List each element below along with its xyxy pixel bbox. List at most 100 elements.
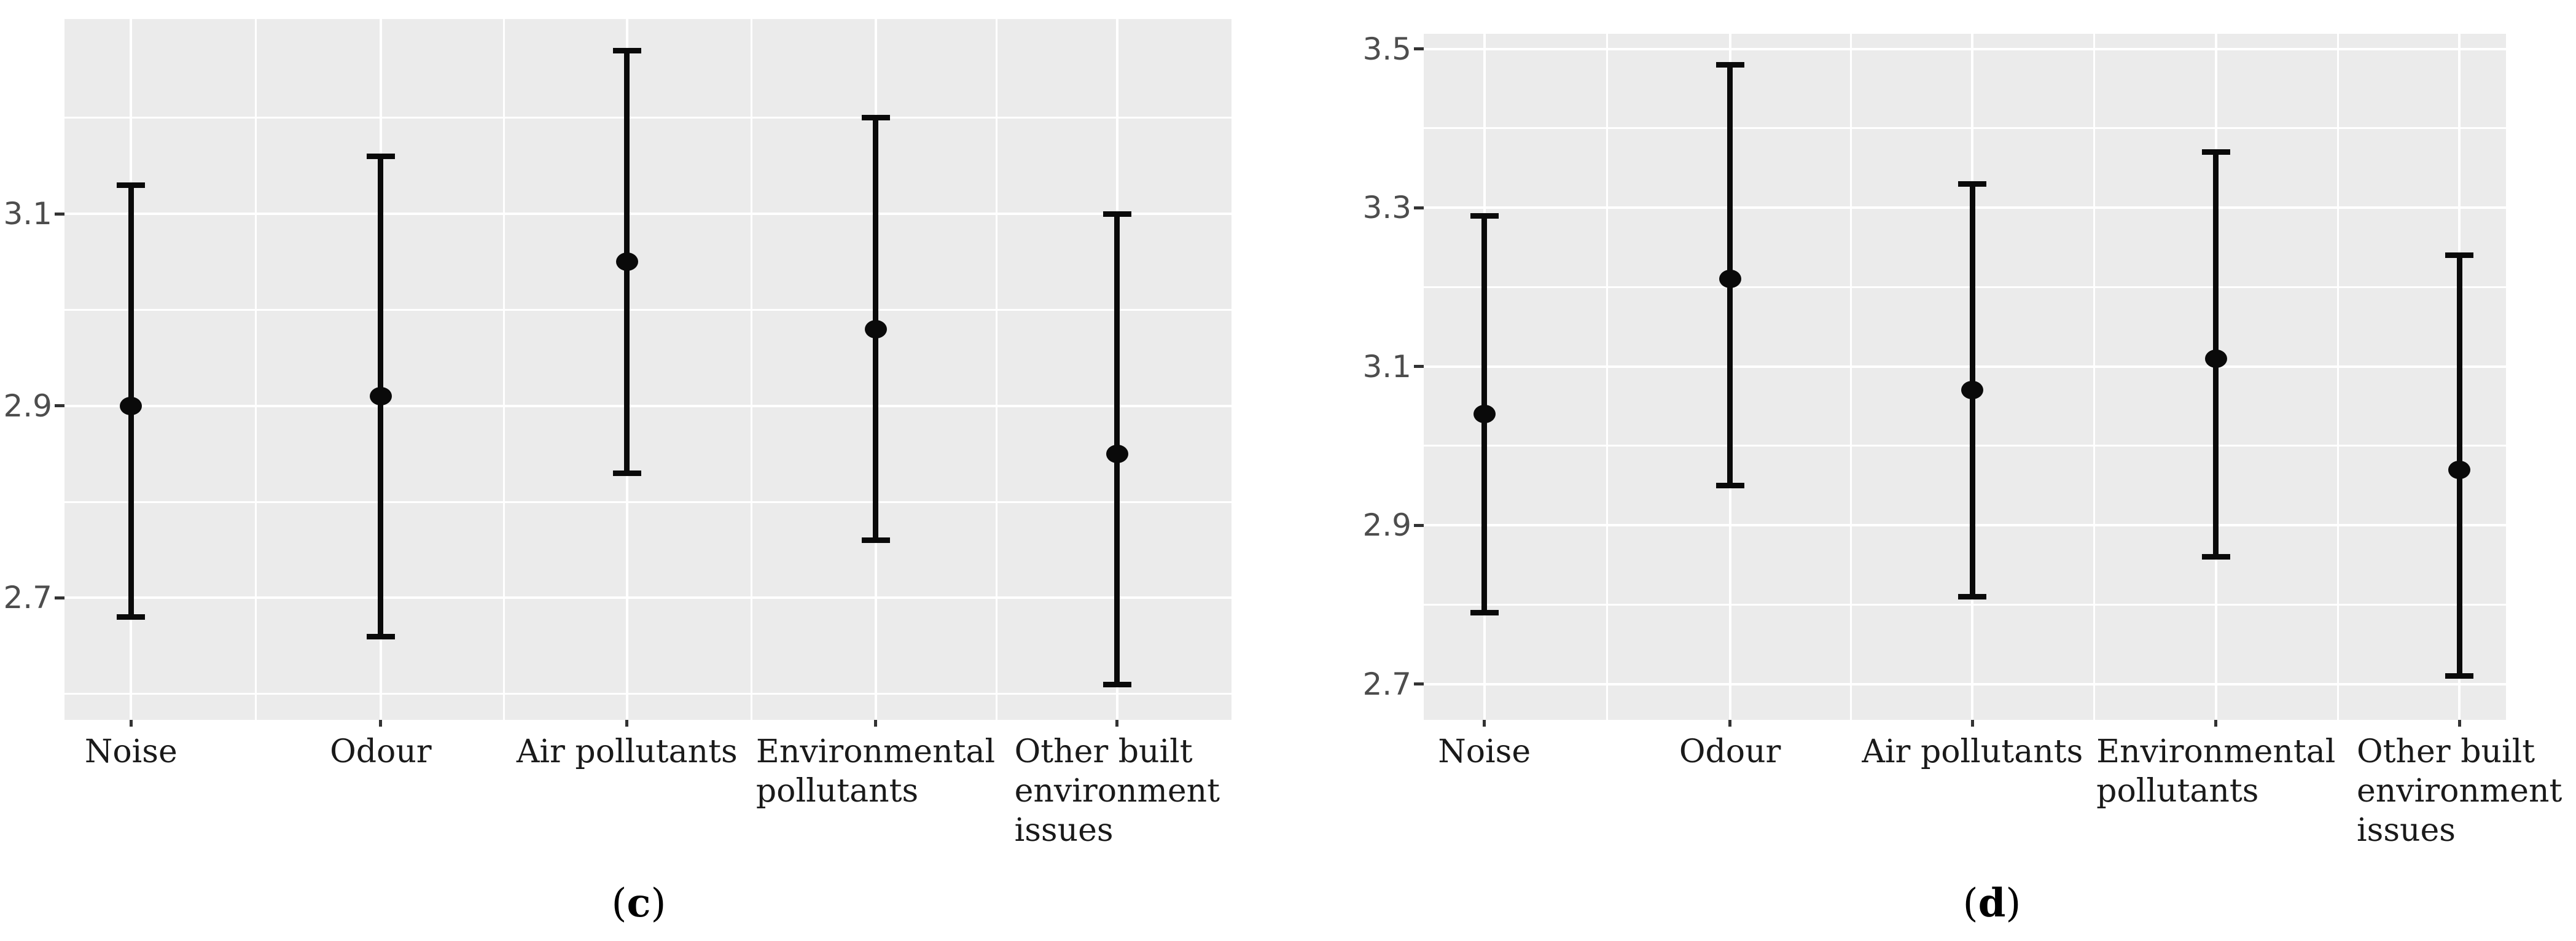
error-bar-cap-top bbox=[612, 48, 641, 54]
plot-panel bbox=[64, 19, 1231, 720]
x-axis-tick bbox=[1728, 720, 1732, 727]
x-axis-category-label-text: Noise bbox=[84, 733, 178, 770]
mean-point bbox=[1106, 445, 1128, 464]
x-axis-category-label: Environmental pollutants bbox=[716, 732, 1036, 811]
h-gridline-major bbox=[1424, 524, 2506, 527]
v-gridline-minor bbox=[750, 19, 752, 720]
error-bar-cap-bottom bbox=[1103, 681, 1131, 687]
y-axis-tick-label: 2.9 bbox=[1362, 507, 1411, 544]
y-axis-tick bbox=[55, 596, 64, 599]
x-axis-category-label-text: Air pollutants bbox=[1862, 733, 2083, 770]
x-axis-category-label: Noise bbox=[1325, 732, 1644, 771]
v-gridline-minor bbox=[995, 19, 997, 720]
x-axis-tick bbox=[379, 720, 383, 727]
v-gridline-minor bbox=[2336, 34, 2339, 720]
caption-paren-close: ) bbox=[2005, 881, 2021, 926]
error-bar-cap-bottom bbox=[1470, 609, 1499, 615]
y-axis-tick-label: 3.5 bbox=[1362, 31, 1411, 67]
x-axis-category-label: Odour bbox=[1571, 732, 1890, 771]
h-gridline-minor bbox=[64, 309, 1231, 311]
v-gridline-minor bbox=[2093, 34, 2096, 720]
plot-panel bbox=[1424, 34, 2506, 720]
v-gridline-minor bbox=[1850, 34, 1852, 720]
error-bar-cap-top bbox=[2201, 149, 2230, 155]
caption-paren-close: ) bbox=[650, 881, 666, 926]
mean-point bbox=[120, 396, 142, 415]
h-gridline-major bbox=[1424, 365, 2506, 368]
y-axis-tick-label: 2.7 bbox=[3, 580, 52, 616]
y-axis-tick bbox=[1414, 682, 1424, 686]
x-axis-category-label-text: Odour bbox=[1679, 733, 1781, 770]
mean-point bbox=[2448, 460, 2471, 479]
x-axis-category-label: Noise bbox=[0, 732, 291, 771]
mean-point bbox=[2204, 349, 2227, 368]
error-bar-cap-bottom bbox=[1715, 483, 1744, 489]
x-axis-tick bbox=[1115, 720, 1119, 727]
error-bar-cap-top bbox=[366, 154, 395, 159]
x-axis-category-label-text: Environmental pollutants bbox=[2096, 733, 2336, 810]
chart-c-caption: (c) bbox=[565, 880, 712, 927]
h-gridline-major bbox=[64, 404, 1231, 407]
h-gridline-major bbox=[64, 213, 1231, 216]
x-axis-category-label-text: Other built environment issues bbox=[1014, 733, 1220, 849]
h-gridline-minor bbox=[1424, 127, 2506, 130]
error-bar-cap-top bbox=[1103, 211, 1131, 217]
x-axis-category-label: Air pollutants bbox=[1813, 732, 2132, 771]
x-axis-category-label-text: Other built environment issues bbox=[2357, 733, 2562, 849]
h-gridline-major bbox=[1424, 47, 2506, 50]
mean-point bbox=[1473, 405, 1496, 424]
error-bar-cap-top bbox=[861, 115, 890, 121]
h-gridline-major bbox=[64, 596, 1231, 599]
y-axis-tick bbox=[55, 212, 64, 216]
h-gridline-minor bbox=[1424, 286, 2506, 288]
mean-point bbox=[864, 319, 887, 338]
error-bar-cap-bottom bbox=[612, 470, 641, 476]
x-axis-category-label-text: Odour bbox=[330, 733, 432, 770]
x-axis-category-label-text: Noise bbox=[1438, 733, 1531, 770]
x-axis-tick bbox=[2214, 720, 2218, 727]
x-axis-category-label: Air pollutants bbox=[467, 732, 787, 771]
y-axis-tick bbox=[55, 404, 64, 408]
x-axis-tick bbox=[625, 720, 629, 727]
error-bar-cap-bottom bbox=[117, 614, 146, 620]
v-gridline-minor bbox=[502, 19, 505, 720]
chart-d-caption: (d) bbox=[1918, 880, 2066, 927]
x-axis-tick bbox=[2457, 720, 2461, 727]
caption-paren-open: ( bbox=[611, 881, 627, 926]
y-axis-tick-label: 3.1 bbox=[3, 196, 52, 232]
h-gridline-minor bbox=[1424, 604, 2506, 606]
error-bar-cap-top bbox=[117, 182, 146, 188]
x-axis-tick bbox=[874, 720, 877, 727]
error-bar-cap-top bbox=[1715, 61, 1744, 68]
mean-point bbox=[1961, 381, 1984, 400]
mean-point bbox=[1719, 270, 1741, 289]
error-bar-cap-bottom bbox=[2201, 554, 2230, 560]
y-axis-tick-label: 3.3 bbox=[1362, 190, 1411, 226]
x-axis-category-label-text: Environmental pollutants bbox=[755, 733, 996, 810]
caption-letter-c: c bbox=[626, 880, 651, 926]
x-axis-tick bbox=[1483, 720, 1486, 727]
error-bar-cap-top bbox=[1470, 213, 1499, 219]
v-gridline-minor bbox=[1606, 34, 1609, 720]
h-gridline-minor bbox=[64, 501, 1231, 503]
x-axis-category-label-text: Air pollutants bbox=[516, 733, 738, 770]
error-bar-cap-top bbox=[1958, 181, 1987, 187]
mean-point bbox=[615, 252, 638, 271]
x-axis-category-label: Environmental pollutants bbox=[2056, 732, 2376, 811]
y-axis-tick bbox=[1414, 523, 1424, 527]
x-axis-category-label: Odour bbox=[221, 732, 541, 771]
h-gridline-major bbox=[1424, 206, 2506, 209]
caption-letter-d: d bbox=[1978, 880, 2006, 926]
error-bar-cap-bottom bbox=[1958, 594, 1987, 600]
y-axis-tick-label: 2.9 bbox=[3, 388, 52, 424]
y-axis-tick bbox=[1414, 206, 1424, 209]
error-bar-cap-bottom bbox=[861, 537, 890, 544]
error-bar-cap-bottom bbox=[2445, 673, 2474, 679]
h-gridline-minor bbox=[64, 693, 1231, 695]
error-bar-cap-bottom bbox=[366, 633, 395, 639]
x-axis-category-label: Other built environment issues bbox=[958, 732, 1277, 850]
caption-paren-open: ( bbox=[1962, 881, 1978, 926]
y-axis-tick bbox=[1414, 47, 1424, 51]
h-gridline-major bbox=[1424, 682, 2506, 685]
